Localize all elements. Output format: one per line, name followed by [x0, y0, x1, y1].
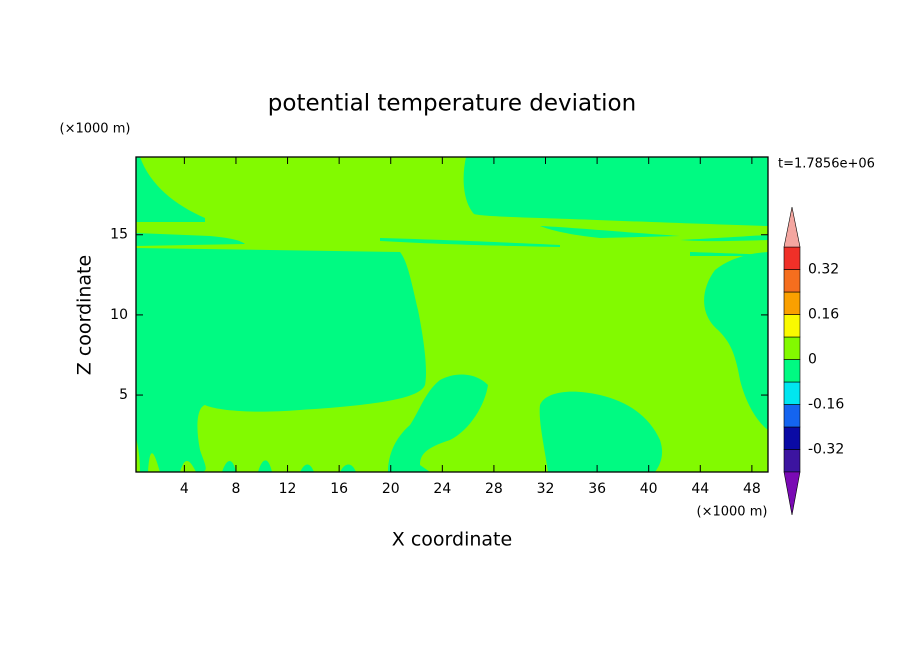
- colorbar-box: [783, 291, 801, 315]
- colorbar-label: 0.32: [808, 262, 839, 278]
- contour-fill: [136, 157, 205, 222]
- x-unit: (×1000 m): [697, 505, 768, 520]
- y-tick-label: 10: [110, 307, 128, 323]
- colorbar-box: [783, 314, 801, 338]
- time-label: t=1.7856e+06: [778, 157, 875, 172]
- contour-fill: [340, 464, 356, 472]
- x-tick-label: 44: [691, 481, 709, 497]
- x-tick-label: 4: [180, 481, 189, 497]
- colorbar-box: [783, 449, 801, 473]
- colorbar-end: [783, 206, 801, 248]
- contour-fill: [136, 248, 427, 472]
- x-tick-label: 24: [433, 481, 451, 497]
- x-tick-label: 28: [485, 481, 503, 497]
- contour-fill: [222, 461, 236, 472]
- colorbar-box: [783, 426, 801, 450]
- contour-fill: [388, 374, 488, 472]
- contour-fill: [704, 252, 768, 430]
- y-axis-label: Z coordinate: [74, 255, 96, 375]
- contour-fill: [300, 464, 314, 472]
- y-tick-label: 15: [110, 227, 128, 243]
- x-tick-label: 48: [743, 481, 761, 497]
- x-tick-label: 36: [588, 481, 606, 497]
- contour-fill: [258, 460, 272, 472]
- x-tick-label: 16: [330, 481, 348, 497]
- colorbar-end: [783, 471, 801, 516]
- colorbar-label: 0: [808, 352, 817, 368]
- x-axis-label: X coordinate: [392, 529, 512, 551]
- x-tick-label: 32: [537, 481, 555, 497]
- colorbar-box: [783, 269, 801, 293]
- contour-fill: [463, 157, 768, 226]
- colorbar-label: -0.16: [808, 397, 844, 413]
- x-tick-label: 12: [279, 481, 297, 497]
- colorbar-box: [783, 359, 801, 383]
- contour-fill: [540, 226, 680, 238]
- colorbar-label: 0.16: [808, 307, 839, 323]
- colorbar-box: [783, 381, 801, 405]
- colorbar-label: -0.32: [808, 442, 844, 458]
- y-unit: (×1000 m): [60, 122, 131, 137]
- contour-fill: [539, 391, 663, 472]
- contour-fill: [380, 238, 560, 247]
- contour-fill: [680, 235, 768, 242]
- colorbar-box: [783, 246, 801, 270]
- x-tick-label: 8: [231, 481, 240, 497]
- x-tick-label: 20: [382, 481, 400, 497]
- contour-fill: [136, 233, 245, 246]
- x-tick-label: 40: [640, 481, 658, 497]
- chart-title: potential temperature deviation: [268, 91, 636, 117]
- colorbar-box: [783, 336, 801, 360]
- colorbar-box: [783, 404, 801, 428]
- y-tick-label: 5: [119, 387, 128, 403]
